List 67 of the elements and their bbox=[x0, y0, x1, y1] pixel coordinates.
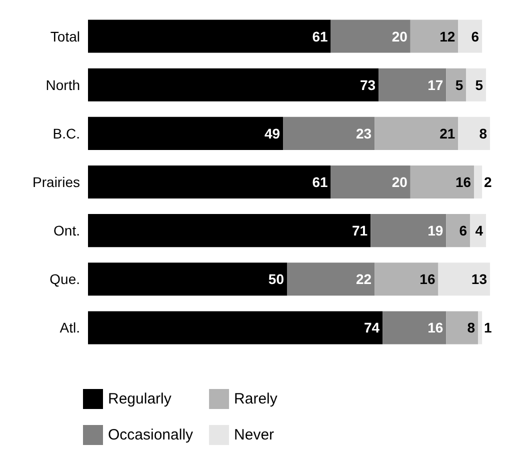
legend-label: Never bbox=[234, 426, 274, 444]
bar bbox=[88, 116, 284, 150]
bar bbox=[446, 68, 466, 102]
bar bbox=[458, 116, 490, 150]
bar bbox=[287, 262, 375, 296]
data-label: 19 bbox=[428, 222, 444, 239]
data-label: 16 bbox=[456, 174, 472, 190]
data-label: 22 bbox=[356, 271, 372, 288]
bar bbox=[370, 214, 446, 248]
data-label: 5 bbox=[475, 76, 484, 93]
data-label: 1 bbox=[484, 320, 492, 336]
legend-label: Rarely bbox=[234, 390, 278, 408]
data-label: 13 bbox=[471, 271, 488, 288]
data-label: 16 bbox=[428, 320, 444, 336]
bar bbox=[88, 20, 331, 53]
y-tick-label: Que. bbox=[50, 271, 80, 288]
data-label: 17 bbox=[428, 76, 444, 93]
data-label: 8 bbox=[479, 125, 488, 142]
data-label: 73 bbox=[360, 76, 376, 93]
bar bbox=[466, 68, 486, 102]
y-tick-label: North bbox=[46, 76, 80, 93]
bar bbox=[474, 165, 482, 199]
data-label: 61 bbox=[312, 28, 328, 44]
bar bbox=[478, 311, 482, 344]
data-label: 6 bbox=[459, 222, 468, 239]
data-label: 49 bbox=[264, 125, 280, 142]
bar bbox=[470, 214, 486, 248]
bar bbox=[410, 165, 474, 199]
data-label: 2 bbox=[484, 174, 492, 190]
data-label: 8 bbox=[467, 320, 476, 336]
data-label: 4 bbox=[475, 222, 484, 239]
bar bbox=[446, 214, 470, 248]
bar bbox=[330, 20, 410, 53]
bar bbox=[88, 68, 379, 102]
bar bbox=[374, 262, 438, 296]
data-label: 50 bbox=[268, 271, 284, 288]
bar bbox=[88, 165, 331, 199]
y-tick-label: Total bbox=[50, 28, 80, 44]
data-label: 16 bbox=[420, 271, 436, 288]
data-label: 21 bbox=[440, 125, 456, 142]
bar bbox=[374, 116, 458, 150]
bar bbox=[458, 20, 482, 53]
data-label: 23 bbox=[356, 125, 372, 142]
bar bbox=[330, 165, 410, 199]
data-label: 6 bbox=[471, 28, 480, 44]
bar bbox=[438, 262, 490, 296]
bar bbox=[446, 311, 478, 344]
bar bbox=[382, 311, 446, 344]
y-tick-label: Prairies bbox=[32, 174, 80, 190]
data-label: 12 bbox=[440, 28, 456, 44]
bar bbox=[378, 68, 446, 102]
bar bbox=[88, 214, 371, 248]
legend-label: Occasionally bbox=[108, 426, 194, 444]
y-tick-label: Ont. bbox=[54, 222, 80, 239]
legend-label: Regularly bbox=[108, 390, 172, 408]
data-label: 71 bbox=[352, 222, 368, 239]
data-label: 61 bbox=[312, 174, 328, 190]
data-label: 5 bbox=[455, 76, 464, 93]
bar bbox=[410, 20, 458, 53]
y-tick-label: Atl. bbox=[60, 320, 80, 336]
bar bbox=[283, 116, 375, 150]
bar bbox=[88, 311, 383, 344]
data-label: 20 bbox=[392, 174, 408, 190]
data-label: 74 bbox=[364, 320, 380, 336]
bar bbox=[88, 262, 288, 296]
data-label: 20 bbox=[392, 28, 408, 44]
y-tick-label: B.C. bbox=[52, 125, 80, 142]
